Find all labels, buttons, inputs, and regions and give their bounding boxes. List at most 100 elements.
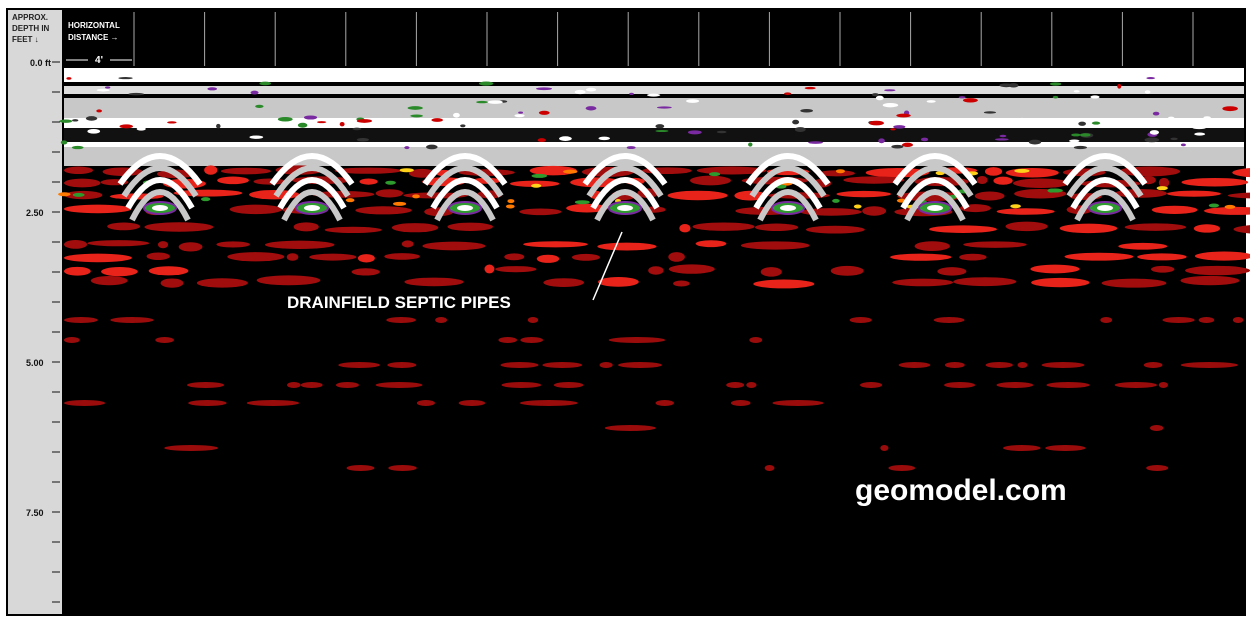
surface-speck [558, 124, 567, 127]
deep-reflection [899, 362, 931, 368]
radargram-screenshot: APPROX. DEPTH IN FEET ↓ 0.0 ft 2.50 5.00… [0, 0, 1250, 620]
reflection [1181, 276, 1240, 285]
surface-speck [120, 124, 134, 128]
reflection [753, 280, 814, 289]
deep-reflection [618, 362, 662, 368]
deep-reflection [301, 382, 323, 388]
reflection [265, 241, 335, 249]
reflection [64, 167, 93, 174]
reflection [422, 242, 485, 251]
deep-reflection [850, 317, 872, 323]
hot-spot [854, 204, 862, 208]
surface-speck [876, 96, 884, 101]
surface-speck [1078, 122, 1086, 126]
hot-spot [58, 192, 70, 196]
surface-speck [1050, 82, 1061, 85]
depth-title: APPROX. [12, 13, 48, 22]
surface-speck [891, 145, 903, 149]
deep-reflection [542, 362, 582, 368]
surface-speck [410, 114, 423, 117]
pipe-core [617, 205, 633, 211]
surface-speck [1204, 116, 1211, 119]
deep-reflection [1042, 362, 1085, 368]
surface-speck [340, 122, 345, 126]
surface-speck [1029, 140, 1041, 145]
pipe-core [780, 205, 796, 211]
surface-speck [748, 142, 752, 146]
reflection [977, 176, 988, 184]
reflection [384, 253, 420, 260]
hot-spot [393, 202, 406, 206]
deep-reflection [726, 382, 744, 388]
deep-reflection [498, 337, 517, 343]
hot-spot [709, 172, 720, 176]
deep-reflection [187, 382, 224, 388]
surface-speck [575, 90, 586, 94]
reflection [325, 227, 382, 233]
surface-speck [404, 146, 409, 149]
deep-reflection [338, 362, 380, 368]
reflection [648, 266, 663, 275]
deep-reflection [435, 317, 447, 323]
reflection [598, 277, 639, 287]
surface-speck [72, 146, 84, 149]
reflection [484, 265, 494, 274]
reflection [197, 278, 248, 287]
reflection [519, 208, 561, 215]
surface-speck [842, 120, 857, 125]
reflection [1151, 266, 1174, 273]
surface-speck [536, 87, 552, 90]
depth-title: DEPTH IN [12, 24, 50, 33]
surface-speck [932, 144, 938, 147]
depth-label: 5.00 [26, 358, 44, 368]
deep-reflection [386, 317, 416, 323]
reflection [997, 208, 1055, 215]
surface-speck [800, 109, 813, 113]
reflection [985, 167, 1002, 176]
deep-reflection [605, 425, 656, 431]
pipe-core [927, 205, 943, 211]
reflection [287, 253, 299, 261]
deep-reflection [387, 362, 416, 368]
pipe-core [304, 205, 320, 211]
reflection [352, 268, 380, 275]
depth-title: FEET ↓ [12, 35, 39, 44]
deep-reflection [746, 382, 756, 388]
deep-reflection [860, 382, 882, 388]
deep-reflection [945, 362, 965, 368]
reflection [831, 266, 864, 276]
reflection [523, 241, 588, 247]
depth-label: 7.50 [26, 508, 44, 518]
depth-label: 0.0 ft [30, 58, 51, 68]
surface-speck [207, 87, 217, 90]
hot-spot [400, 168, 414, 172]
deep-reflection [501, 382, 541, 388]
reflection [693, 222, 755, 230]
surface-speck [216, 124, 220, 129]
surface-speck [453, 113, 460, 118]
deep-reflection [1045, 445, 1085, 451]
hot-spot [575, 200, 590, 204]
reflection [64, 267, 91, 276]
reflection [953, 277, 1016, 286]
reflection [227, 252, 284, 261]
reflection [204, 165, 217, 174]
deep-reflection [376, 382, 423, 388]
reflection [376, 189, 403, 197]
deep-reflection [731, 400, 751, 406]
reflection [216, 241, 250, 247]
surface-speck [538, 138, 546, 142]
surface-speck [488, 100, 503, 104]
deep-reflection [110, 317, 153, 323]
deep-reflection [247, 400, 299, 406]
reflection [1137, 253, 1186, 260]
reflection [107, 223, 140, 231]
deep-reflection [1199, 317, 1215, 323]
surface-speck [1150, 130, 1159, 135]
deep-reflection [996, 382, 1033, 388]
surface-speck [586, 88, 596, 92]
surface-speck [97, 89, 110, 92]
surface-speck [686, 99, 699, 103]
surface-speck [883, 103, 899, 107]
surface-speck [1000, 135, 1007, 138]
